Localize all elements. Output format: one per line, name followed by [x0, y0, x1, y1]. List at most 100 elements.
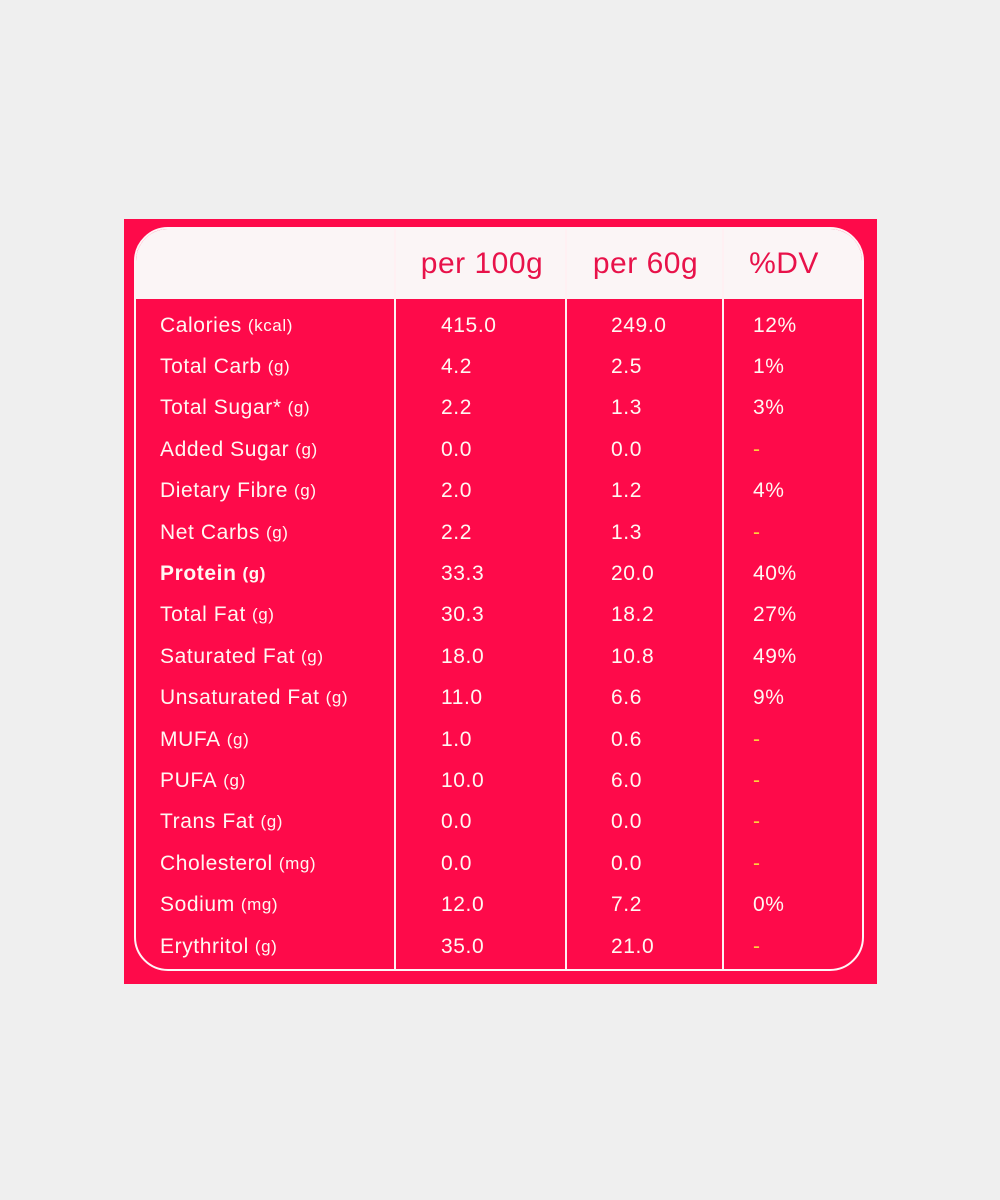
- value-per100g: 30.3: [441, 603, 485, 627]
- nutrient-name-cell: Saturated Fat (g): [160, 636, 324, 677]
- nutrient-name-cell: Total Sugar* (g): [160, 388, 310, 429]
- value-dv: 12%: [753, 313, 797, 337]
- value-dv: -: [753, 520, 761, 544]
- value-per100g: 33.3: [441, 562, 485, 586]
- table-row: Cholesterol (mg) 0.0 0.0 -: [136, 843, 862, 884]
- nutrient-unit: (g): [267, 357, 291, 377]
- nutrient-name: Net Carbs: [160, 520, 260, 544]
- value-dv: -: [753, 727, 761, 751]
- value-per60g: 6.0: [611, 768, 642, 792]
- value-dv: -: [753, 851, 761, 875]
- nutrient-name: Protein: [160, 562, 237, 586]
- nutrient-name: Total Carb: [160, 355, 262, 379]
- value-per100g: 2.0: [441, 479, 472, 503]
- table-row: Net Carbs (g) 2.2 1.3 -: [136, 512, 862, 553]
- nutrient-unit: (g): [295, 439, 318, 459]
- value-dv: -: [753, 768, 761, 792]
- nutrient-unit: (g): [254, 936, 278, 956]
- value-per100g: 415.0: [441, 313, 497, 337]
- nutrient-name-cell: PUFA (g): [160, 760, 246, 801]
- nutrient-name: Saturated Fat: [160, 644, 296, 668]
- value-dv: 9%: [753, 686, 785, 710]
- nutrient-unit: (g): [242, 564, 267, 584]
- value-per60g: 0.0: [611, 810, 642, 834]
- nutrient-unit: (g): [265, 522, 289, 542]
- nutrient-unit: (g): [226, 729, 250, 749]
- nutrient-name-cell: Protein (g): [160, 553, 266, 594]
- column-header-per60g: per 60g: [592, 247, 699, 280]
- nutrient-unit: (g): [301, 646, 324, 666]
- value-per100g: 12.0: [441, 893, 485, 917]
- nutrient-unit: (g): [287, 398, 311, 418]
- nutrient-name-cell: Total Fat (g): [160, 595, 275, 636]
- nutrient-name-cell: Erythritol (g): [160, 926, 277, 967]
- nutrient-name-cell: Sodium (mg): [160, 884, 278, 925]
- nutrient-name-cell: MUFA (g): [160, 719, 249, 760]
- value-per60g: 21.0: [611, 934, 655, 958]
- value-per60g: 6.6: [611, 686, 642, 710]
- table-row: Erythritol (g) 35.0 21.0 -: [136, 926, 862, 967]
- value-dv: 0%: [753, 893, 785, 917]
- nutrient-name: Added Sugar: [160, 437, 290, 461]
- value-per60g: 0.6: [611, 727, 642, 751]
- table-row: Total Sugar* (g) 2.2 1.3 3%: [136, 388, 862, 429]
- nutrient-name: Total Sugar*: [160, 396, 282, 420]
- table-row: Saturated Fat (g) 18.0 10.8 49%: [136, 636, 862, 677]
- value-per100g: 35.0: [441, 934, 485, 958]
- nutrient-name-cell: Unsaturated Fat (g): [160, 678, 348, 719]
- table-row: Calories (kcal) 415.0 249.0 12%: [136, 305, 862, 346]
- nutrient-unit: (mg): [278, 853, 317, 873]
- nutrient-name-cell: Trans Fat (g): [160, 802, 283, 843]
- value-dv: -: [753, 934, 761, 958]
- column-header-dv: %DV: [749, 247, 819, 280]
- value-per100g: 18.0: [441, 644, 485, 668]
- value-per100g: 0.0: [441, 851, 472, 875]
- column-divider: [722, 229, 724, 969]
- table-row: MUFA (g) 1.0 0.6 -: [136, 719, 862, 760]
- nutrient-name: MUFA: [160, 727, 221, 751]
- table-header: per 100g per 60g %DV: [136, 229, 862, 299]
- table-row: Added Sugar (g) 0.0 0.0 -: [136, 429, 862, 470]
- nutrient-name: Total Fat: [160, 603, 246, 627]
- column-header-per100g: per 100g: [420, 247, 544, 280]
- table-row: Total Carb (g) 4.2 2.5 1%: [136, 346, 862, 387]
- nutrient-unit: (kcal): [247, 315, 293, 335]
- value-per60g: 1.3: [611, 520, 642, 544]
- value-per100g: 2.2: [441, 520, 472, 544]
- nutrient-name-cell: Calories (kcal): [160, 305, 293, 346]
- nutrient-unit: (g): [251, 605, 275, 625]
- table-row: Unsaturated Fat (g) 11.0 6.6 9%: [136, 678, 862, 719]
- table-row: Total Fat (g) 30.3 18.2 27%: [136, 595, 862, 636]
- nutrient-name-cell: Added Sugar (g): [160, 429, 318, 470]
- nutrient-name: Trans Fat: [160, 810, 255, 834]
- value-dv: 49%: [753, 644, 797, 668]
- nutrient-name-cell: Net Carbs (g): [160, 512, 289, 553]
- nutrient-name-cell: Total Carb (g): [160, 346, 290, 387]
- value-dv: -: [753, 437, 761, 461]
- value-dv: -: [753, 810, 761, 834]
- value-per60g: 18.2: [611, 603, 655, 627]
- value-per100g: 0.0: [441, 437, 472, 461]
- table-row: PUFA (g) 10.0 6.0 -: [136, 760, 862, 801]
- value-per60g: 7.2: [611, 893, 642, 917]
- table-row: Sodium (mg) 12.0 7.2 0%: [136, 884, 862, 925]
- table-body: Calories (kcal) 415.0 249.0 12% Total Carb (g)…: [136, 305, 862, 967]
- value-per100g: 1.0: [441, 727, 472, 751]
- value-per60g: 1.2: [611, 479, 642, 503]
- value-per60g: 1.3: [611, 396, 642, 420]
- value-per60g: 20.0: [611, 562, 655, 586]
- column-divider: [565, 229, 567, 969]
- value-per100g: 0.0: [441, 810, 472, 834]
- value-per60g: 2.5: [611, 355, 642, 379]
- nutrient-name-cell: Cholesterol (mg): [160, 843, 316, 884]
- value-dv: 4%: [753, 479, 785, 503]
- value-per60g: 0.0: [611, 437, 642, 461]
- value-per60g: 249.0: [611, 313, 667, 337]
- table-row: Trans Fat (g) 0.0 0.0 -: [136, 802, 862, 843]
- table-row: Protein (g) 33.3 20.0 40%: [136, 553, 862, 594]
- nutrient-name: Erythritol: [160, 934, 249, 958]
- nutrient-name: Cholesterol: [160, 851, 273, 875]
- value-per100g: 11.0: [441, 686, 483, 710]
- column-divider: [394, 229, 396, 969]
- value-per100g: 2.2: [441, 396, 472, 420]
